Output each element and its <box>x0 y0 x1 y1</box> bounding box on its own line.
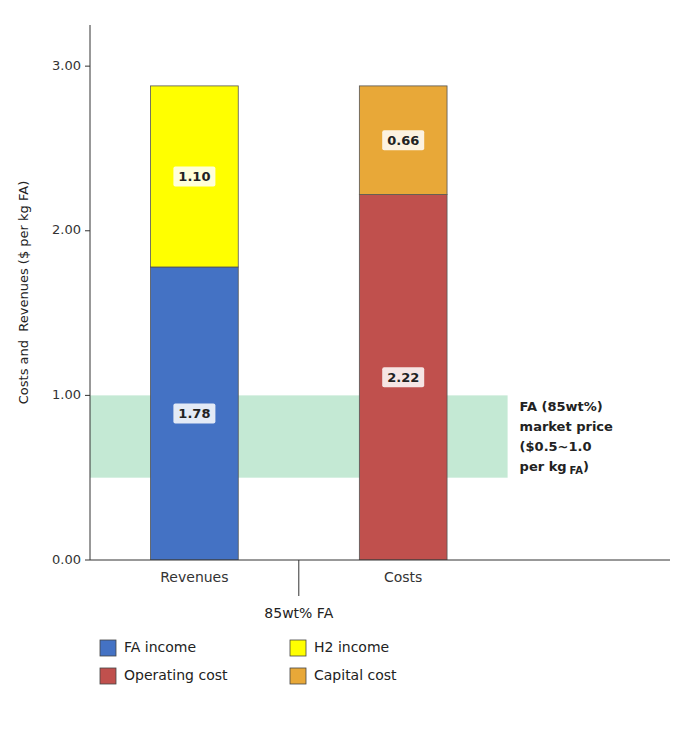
x-tick-label: Costs <box>384 569 422 585</box>
legend-swatch <box>290 640 306 656</box>
band-annotation: FA (85wt%) market price ($0.5~1.0 per kgFA) <box>520 398 613 476</box>
axes: 0.00 1.00 2.00 3.00 Revenues Costs <box>52 25 670 596</box>
data-label: 1.78 <box>178 406 210 421</box>
label-box <box>173 166 215 186</box>
bar-segment <box>359 86 447 195</box>
legend-label: H2 income <box>314 639 389 655</box>
annotation-line: market price <box>520 418 613 433</box>
label-box <box>173 403 215 423</box>
annotation-text: FA (85wt%) <box>520 398 603 413</box>
y-tick <box>85 560 90 561</box>
label-box <box>382 367 424 387</box>
x-tick-label: Revenues <box>160 569 228 585</box>
y-axis <box>90 25 91 560</box>
y-tick <box>85 395 90 396</box>
data-labels: 1.78 1.10 2.22 0.66 <box>173 130 424 423</box>
annotation-line: FA (85wt%) <box>520 398 603 413</box>
bar-segment <box>151 86 239 267</box>
legend-label: FA income <box>124 639 196 655</box>
x-axis <box>90 560 670 561</box>
data-label: 2.22 <box>387 370 419 385</box>
annotation-line: ($0.5~1.0 <box>520 438 592 453</box>
legend-swatch <box>100 640 116 656</box>
y-tick-label: 1.00 <box>52 387 81 402</box>
bar-segment <box>151 267 239 560</box>
annotation-text: ($0.5~1.0 <box>520 438 592 453</box>
plot-area <box>90 86 508 560</box>
legend-swatch <box>100 668 116 684</box>
legend-label: Operating cost <box>124 667 228 683</box>
data-label: 0.66 <box>387 133 419 148</box>
y-tick <box>85 230 90 231</box>
y-axis-label: Costs and Revenues ($ per kg FA) <box>16 181 31 404</box>
y-tick-label: 3.00 <box>52 58 81 73</box>
x-axis-label: 85wt% FA <box>264 605 333 621</box>
y-tick <box>85 66 90 67</box>
annotation-subscript: FA <box>570 465 584 476</box>
annotation-suffix: ) <box>583 458 589 473</box>
legend-swatch <box>290 668 306 684</box>
data-label: 1.10 <box>178 169 210 184</box>
group-divider <box>298 560 299 596</box>
chart: 0.00 1.00 2.00 3.00 Revenues Costs 1.78 1.10 2.2… <box>0 0 692 735</box>
annotation-line: per kgFA) <box>520 458 589 476</box>
legend-label: Capital cost <box>314 667 397 683</box>
y-tick-label: 2.00 <box>52 222 81 237</box>
label-box <box>382 130 424 150</box>
annotation-text: market price <box>520 418 613 433</box>
bar-segment <box>359 195 447 560</box>
y-tick-label: 0.00 <box>52 552 81 567</box>
legend: FA income H2 income Operating cost Capital … <box>100 639 397 684</box>
annotation-text: per kg <box>520 458 567 473</box>
